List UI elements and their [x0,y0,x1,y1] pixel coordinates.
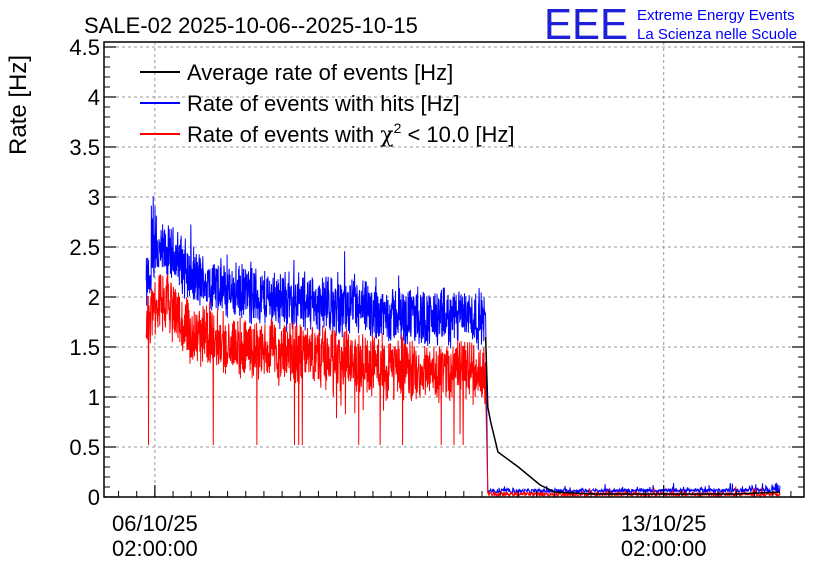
y-tick-label: 3 [88,185,100,210]
y-tick-label: 4.5 [69,35,100,60]
legend-label-average: Average rate of events [Hz] [187,60,453,85]
axis-ticks: 00.511.522.533.544.506/10/2502:00:0013/1… [69,35,804,561]
y-axis-label: Rate [Hz] [5,55,32,155]
eee-logo-text: EEE [544,0,628,49]
series-line-hits [145,196,781,495]
y-tick-label: 0.5 [69,435,100,460]
series-layer [145,196,781,499]
header-line2: La Scienza nelle Scuole [637,26,797,43]
y-tick-label: 4 [88,85,100,110]
legend-label-chi2: Rate of events with χ2 < 10.0 [Hz] [187,120,514,148]
legend-label-hits: Rate of events with hits [Hz] [187,91,460,116]
y-tick-label: 2.5 [69,235,100,260]
legend: Average rate of events [Hz] Rate of even… [140,60,514,148]
chart-title: SALE-02 2025-10-06--2025-10-15 [84,13,418,38]
y-tick-label: 3.5 [69,135,100,160]
y-tick-label: 1 [88,385,100,410]
x-tick-label-date: 06/10/25 [112,511,198,536]
eee-logo: EEE [544,0,628,49]
x-tick-label-time: 02:00:00 [621,536,707,561]
plot-frame [103,41,805,498]
series-line-average [484,336,781,495]
y-tick-label: 1.5 [69,335,100,360]
y-tick-label: 2 [88,285,100,310]
y-tick-label: 0 [88,485,100,510]
x-tick-label-time: 02:00:00 [112,536,198,561]
header-line1: Extreme Energy Events [637,7,795,24]
x-tick-label-date: 13/10/25 [621,511,707,536]
